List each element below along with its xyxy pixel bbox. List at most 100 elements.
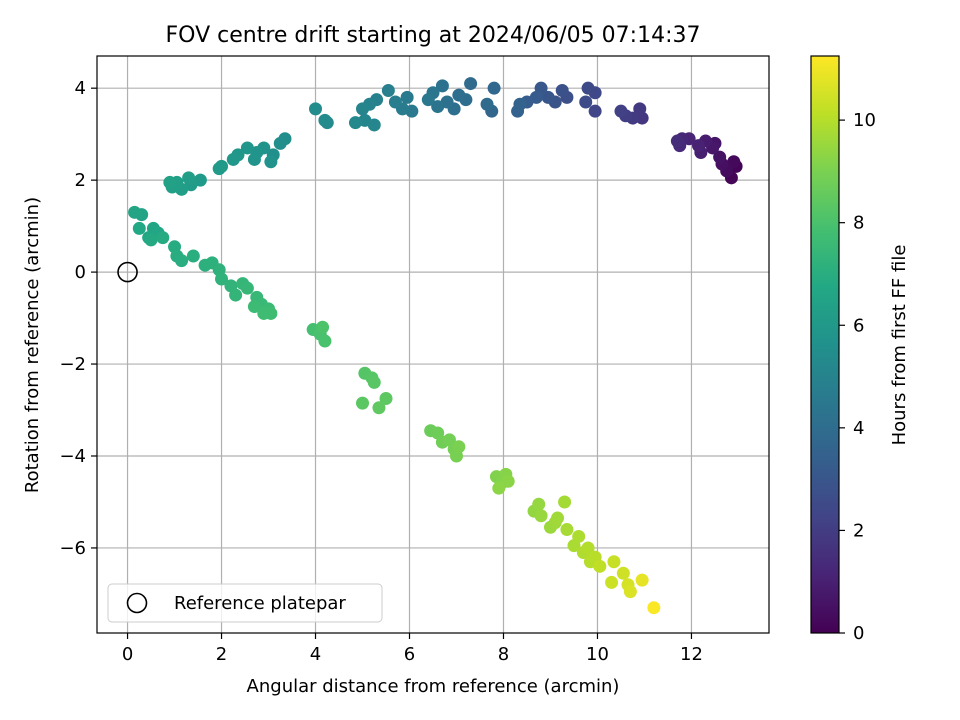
data-point [240,141,254,155]
data-point [309,102,323,116]
data-point [452,88,466,102]
data-point [240,281,254,295]
data-point [226,152,240,166]
data-point [367,375,381,389]
y-axis-label: Rotation from reference (arcmin) [22,197,43,493]
data-point [534,509,548,523]
legend: Reference platepar [107,583,383,623]
data-point [144,233,158,247]
x-tick-label: 12 [680,644,703,665]
legend-box [107,583,383,623]
data-point [633,102,647,116]
data-point [555,83,569,97]
data-point [247,300,261,314]
data-point [727,155,741,169]
data-point [128,205,142,219]
data-point [623,585,637,599]
x-tick-label: 6 [404,644,415,665]
data-point [614,104,628,118]
colorbar-tick-label: 10 [853,110,876,131]
colorbar-tick-label: 4 [853,418,864,439]
data-point [647,601,661,615]
y-tick-label: 4 [75,78,86,99]
data-point [551,511,565,525]
data-point [379,392,393,406]
data-point [593,559,607,573]
colorbar-label: Hours from first FF file [889,245,910,446]
data-point [182,171,196,185]
x-axis-ticks: 0 2 4 6 8 10 12 [122,633,703,665]
x-tick-label: 8 [498,644,509,665]
data-point [492,481,506,495]
data-point [692,139,706,153]
data-point [132,221,146,235]
data-point [616,566,630,580]
y-axis-ticks: −6 −4 −2 0 2 4 [59,78,97,559]
data-point [605,575,619,589]
data-point [175,254,189,268]
chart-title: FOV centre drift starting at 2024/06/05 … [166,23,701,48]
data-point [464,77,478,91]
data-point [212,162,226,176]
data-point [607,555,621,569]
data-point [581,541,595,555]
reference-point [117,261,138,283]
data-point [318,113,332,127]
data-point [156,231,170,245]
data-point [572,529,586,543]
x-tick-label: 2 [216,644,227,665]
data-point [356,396,370,410]
data-point [560,523,574,537]
data-point [186,249,200,263]
colorbar: 0 2 4 6 8 10 Hours from first FF file [810,55,910,644]
x-tick-label: 10 [586,644,609,665]
legend-label: Reference platepar [174,593,346,614]
colorbar-frame [810,55,840,634]
data-point [318,334,332,348]
data-point [670,134,684,148]
data-point [367,118,381,132]
data-point [316,320,330,334]
y-tick-label: 0 [75,262,86,283]
data-point [372,401,386,415]
colorbar-tick-label: 8 [853,213,864,234]
data-point [273,136,287,150]
data-point [381,83,395,97]
data-point [163,175,177,189]
data-point [400,90,414,104]
colorbar-tick-label: 2 [853,520,864,541]
data-point [581,81,595,95]
colorbar-tick-label: 0 [853,623,864,644]
data-point [713,150,727,164]
y-tick-label: 2 [75,170,86,191]
x-tick-label: 4 [310,644,321,665]
data-point [356,102,370,116]
data-point [541,90,555,104]
data-point [487,81,501,95]
x-axis-label: Angular distance from reference (arcmin) [247,676,620,697]
data-point [635,573,649,587]
data-point [388,95,402,109]
y-tick-label: −2 [59,354,86,375]
data-point [264,306,278,320]
data-point [435,79,449,93]
data-point [348,116,362,130]
data-point [229,288,243,302]
colorbar-ticks: 0 2 4 6 8 10 [839,110,876,644]
colorbar-tick-label: 6 [853,315,864,336]
plot-frame [96,55,770,634]
data-point [431,100,445,114]
data-point [513,97,527,111]
data-point [421,93,435,107]
data-point [558,495,572,509]
data-point [588,104,602,118]
y-tick-label: −6 [59,538,86,559]
data-point [264,155,278,169]
x-tick-label: 0 [122,644,133,665]
data-point [532,497,546,511]
data-point [579,95,593,109]
data-point [215,272,229,286]
data-point [480,97,494,111]
colorbar-gradient [811,56,839,633]
